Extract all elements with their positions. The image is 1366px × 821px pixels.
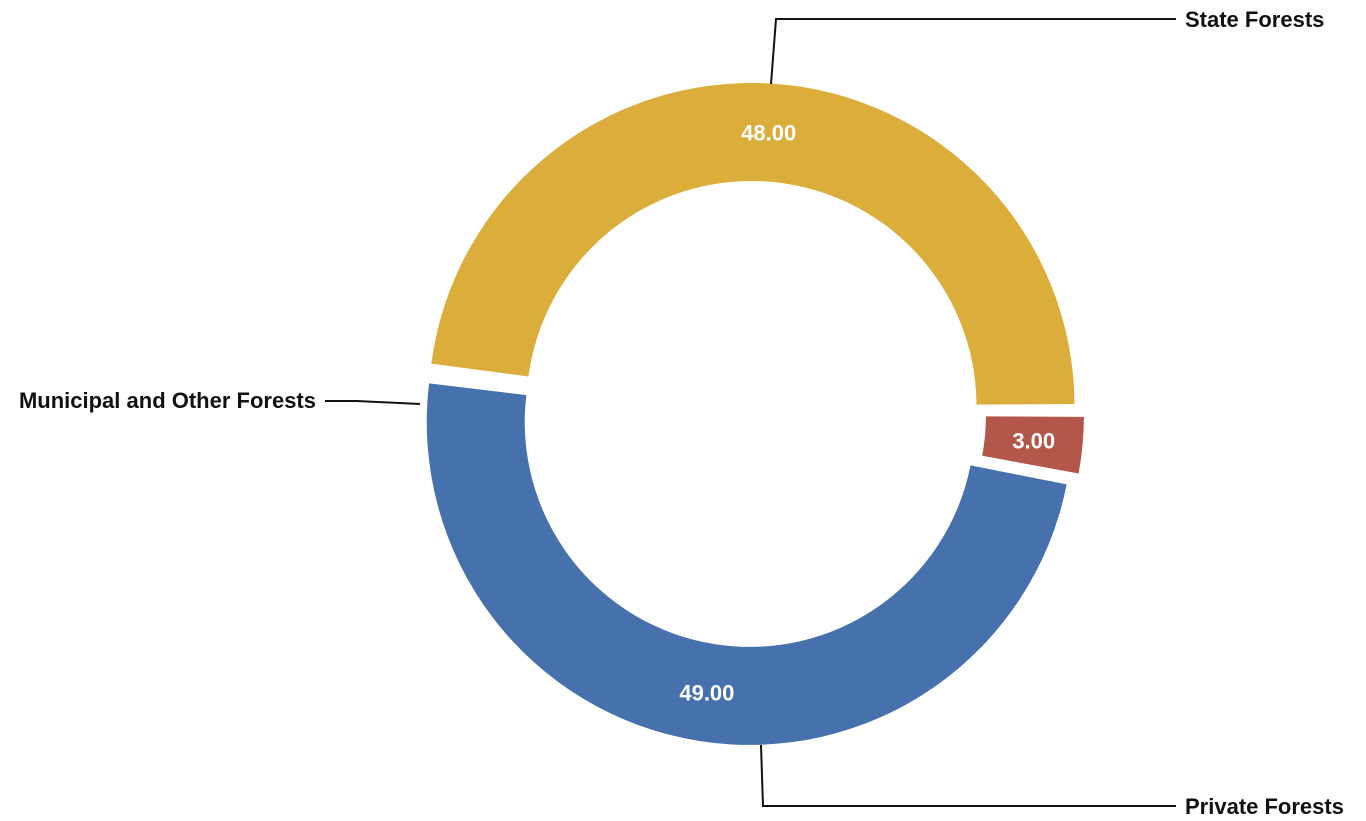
category-labels-group: State Forests Private Forests Municipal an… [19, 7, 1344, 819]
value-label-municipal-and-other-forests: 3.00 [1012, 429, 1055, 454]
category-label-municipal-and-other-forests: Municipal and Other Forests [19, 388, 316, 413]
leader-line-municipal-and-other-forests [325, 400, 421, 405]
slice-state-forests [431, 82, 1075, 405]
slice-private-forests [426, 383, 1067, 745]
leader-line-private-forests [760, 744, 1176, 807]
value-labels-group: 48.00 49.00 3.00 [677, 119, 1057, 708]
leader-lines-group [325, 18, 1176, 807]
value-label-state-forests: 48.00 [741, 121, 796, 146]
leader-line-state-forests [770, 18, 1176, 85]
value-label-private-forests: 49.00 [679, 681, 734, 706]
slice-municipal-and-other-forests [982, 416, 1084, 474]
category-label-state-forests: State Forests [1185, 7, 1324, 32]
slices-group [426, 82, 1084, 745]
category-label-private-forests: Private Forests [1185, 794, 1344, 819]
